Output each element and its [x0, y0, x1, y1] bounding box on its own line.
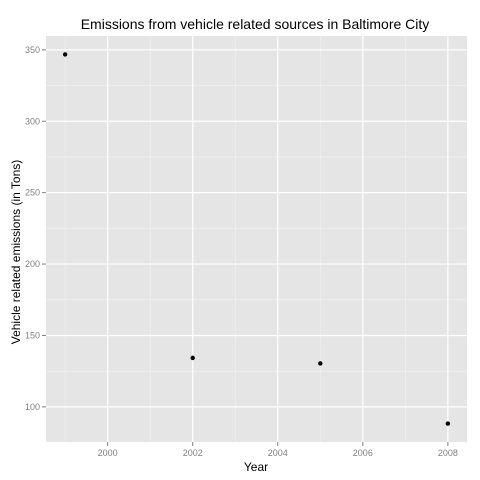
- axis-ticks: 2000 2002 2004 2006 2008 100 150 200 250 300 350: [25, 45, 458, 458]
- x-tick-label: 2002: [183, 448, 203, 458]
- y-tick-label: 100: [25, 402, 40, 412]
- x-tick-label: 2000: [98, 448, 118, 458]
- y-tick-label: 300: [25, 116, 40, 126]
- data-point: [62, 52, 68, 57]
- x-tick-label: 2008: [438, 448, 458, 458]
- y-tick-label: 150: [25, 330, 40, 340]
- x-tick-label: 2006: [353, 448, 373, 458]
- y-tick-label: 200: [25, 259, 40, 269]
- x-tick-label: 2004: [268, 448, 288, 458]
- data-point: [190, 355, 195, 361]
- chart-title: Emissions from vehicle related sources i…: [81, 16, 430, 32]
- y-axis-title: Vehicle related emissions (in Tons): [9, 160, 23, 345]
- plot-panel: [46, 36, 467, 442]
- y-tick-label: 350: [25, 45, 40, 55]
- data-point: [445, 421, 451, 426]
- y-tick-label: 250: [25, 188, 40, 198]
- x-axis-title: Year: [244, 460, 268, 474]
- panel-background: [46, 36, 467, 442]
- data-points: [62, 52, 451, 426]
- data-point: [318, 361, 323, 366]
